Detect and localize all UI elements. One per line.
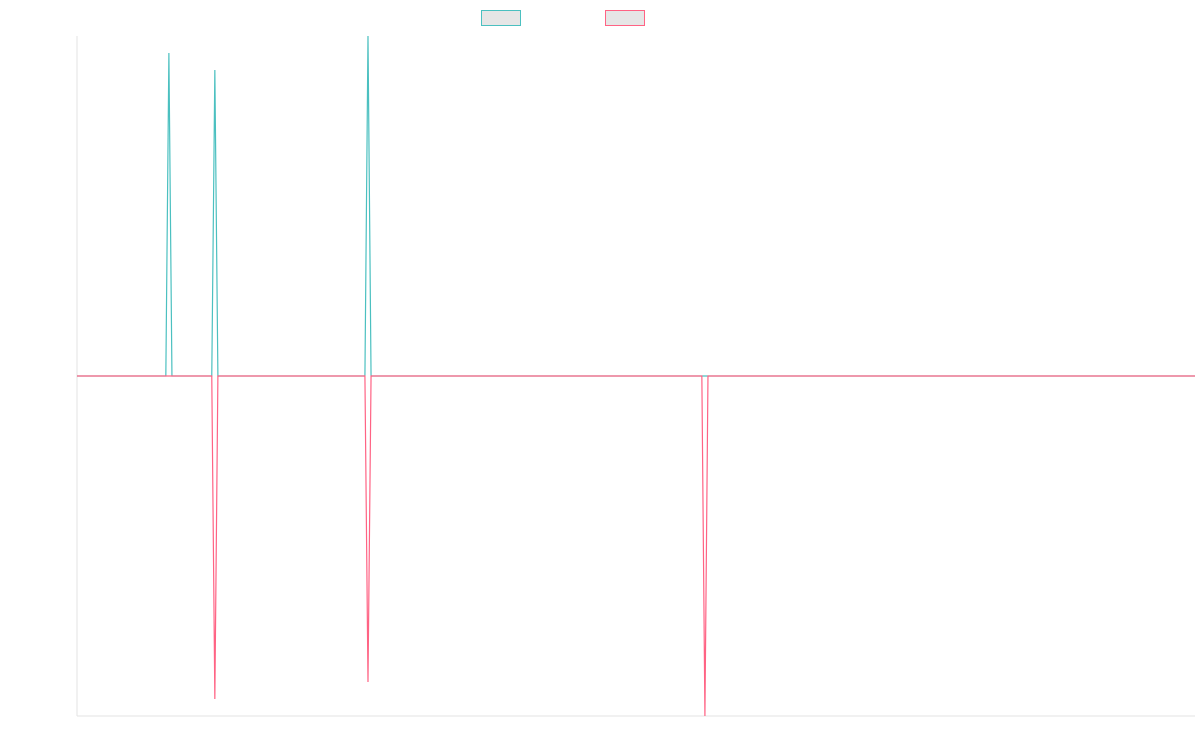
series-line-1 — [77, 35, 1195, 377]
legend[interactable] — [481, 10, 645, 26]
series-line-2 — [77, 375, 1195, 717]
legend-swatch-2[interactable] — [605, 10, 645, 26]
legend-swatch-1[interactable] — [481, 10, 521, 26]
series-lines — [77, 35, 1195, 717]
